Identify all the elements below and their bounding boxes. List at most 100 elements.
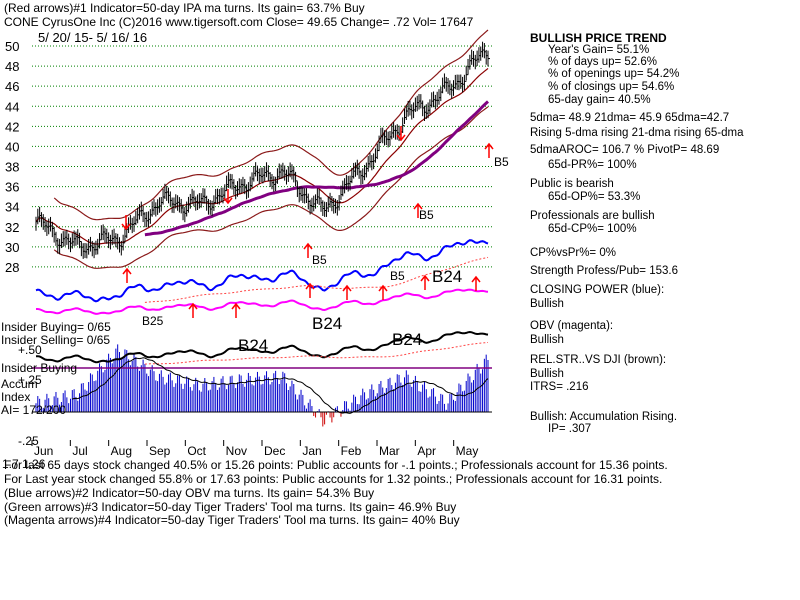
x-tick-May: May	[456, 444, 479, 458]
ma65-line	[144, 100, 489, 237]
signal-b25: B25	[142, 314, 164, 328]
x-tick-Nov: Nov	[226, 444, 247, 458]
signal-b24-obv: B24	[312, 314, 342, 333]
insider-buying-2: Insider Buying	[1, 361, 78, 375]
lower-band-line	[53, 106, 489, 269]
up-arrow	[231, 302, 241, 318]
y-tick-42: 42	[5, 119, 19, 134]
y-tick-30: 30	[5, 240, 19, 255]
signal-b24-cp: B24	[432, 267, 462, 286]
signal-b24-rel1: B24	[238, 336, 268, 355]
cp65: 65d-CP%= 100%	[548, 223, 637, 235]
index-label: Index	[1, 390, 31, 404]
y-tick-44: 44	[5, 99, 19, 114]
y-tick-40: 40	[5, 139, 19, 154]
header-line1: (Red arrows)#1 Indicator=50-day IPA ma t…	[4, 1, 365, 15]
footer-overlap: 1.7 1.26	[2, 457, 46, 471]
up-arrow	[188, 302, 198, 318]
footer-line3: (Blue arrows)#2 Indicator=50-day OBV ma …	[4, 486, 375, 500]
closing-power-ma	[144, 256, 489, 303]
x-tick-Jun: Jun	[34, 444, 53, 458]
footer-line4: (Green arrows)#3 Indicator=50-day Tiger …	[4, 500, 457, 514]
ma21-line	[35, 67, 489, 245]
y-tick-50: 50	[5, 39, 19, 54]
accum-minus25: -.25	[18, 434, 39, 448]
accum-ma-line	[72, 357, 489, 414]
openings-up: % of openings up= 54.2%	[548, 68, 680, 80]
signal-b5-mid: B5	[419, 208, 434, 222]
y-tick-38: 38	[5, 160, 19, 175]
upper-band-line	[53, 29, 489, 221]
signal-b24-rel2: B24	[392, 330, 422, 349]
pros-status: Professionals are bullish	[530, 210, 655, 222]
accum-status: Bullish: Accumulation Rising.	[530, 411, 678, 423]
signal-b5-cp: B5	[390, 269, 405, 283]
obv-label: OBV (magenta):	[530, 320, 614, 332]
itrs-value: ITRS= .216	[530, 381, 589, 393]
date-range: 5/ 20/ 15- 5/ 16/ 16	[38, 30, 148, 45]
signal-arrows	[121, 126, 494, 318]
x-tick-Jan: Jan	[302, 444, 321, 458]
accum-plus50: +.50	[18, 343, 42, 357]
up-arrow	[413, 202, 423, 218]
footer-line2: For Last year stock changed 55.8% or 17.…	[4, 472, 663, 486]
signal-b5-right: B5	[494, 155, 509, 169]
relative-strength-line	[35, 330, 489, 364]
closings-up: % of closings up= 54.6%	[548, 81, 675, 93]
rising-dma: Rising 5-dma rising 21-dma rising 65-dma	[530, 127, 744, 139]
days-up: % of days up= 52.6%	[548, 56, 658, 68]
up-arrow	[303, 242, 313, 258]
op65: 65d-OP%= 53.3%	[548, 191, 641, 203]
obv-line	[36, 288, 489, 315]
x-tick-Aug: Aug	[111, 444, 132, 458]
up-arrow	[378, 284, 388, 300]
y-axis: 28 30 32 34 36 38 40 42 44 46 48 50	[5, 39, 19, 275]
years-gain: Year's Gain= 55.1%	[548, 44, 650, 56]
price-bars	[35, 41, 490, 259]
header-line2: CONE CyrusOne Inc (C)2016 www.tigersoft.…	[4, 15, 474, 29]
y-tick-48: 48	[5, 59, 19, 74]
y-tick-36: 36	[5, 180, 19, 195]
rel-strength-value: Bullish	[530, 368, 564, 380]
closing-power-line	[35, 239, 489, 303]
x-axis: Jun Jul Aug Sep Oct Nov Dec Jan Feb Mar Apr May	[31, 440, 479, 458]
insider-selling: Insider Selling= 0/65	[1, 333, 111, 347]
up-arrow	[471, 275, 481, 291]
y-tick-46: 46	[5, 79, 19, 94]
down-arrow	[121, 215, 131, 231]
x-tick-Oct: Oct	[187, 444, 206, 458]
ai-value: AI= 172/200	[1, 403, 67, 417]
down-arrow	[396, 126, 406, 142]
gain-65: 65-day gain= 40.5%	[548, 94, 651, 106]
footer-line5: (Magenta arrows)#4 Indicator=50-day Tige…	[4, 513, 460, 527]
ip-value: IP= .307	[548, 423, 592, 435]
x-tick-Feb: Feb	[341, 444, 362, 458]
aroc-pivot: 5dmaAROC= 106.7 % PivotP= 48.69	[530, 144, 720, 156]
x-tick-Jul: Jul	[72, 444, 87, 458]
x-tick-Apr: Apr	[417, 444, 436, 458]
obv-value: Bullish	[530, 334, 564, 346]
accum-label: Accum	[1, 377, 38, 391]
y-tick-32: 32	[5, 220, 19, 235]
up-arrow	[305, 282, 315, 298]
x-tick-Mar: Mar	[379, 444, 400, 458]
up-arrow	[342, 284, 352, 300]
down-arrow	[223, 189, 233, 205]
up-arrow	[484, 142, 494, 158]
strength-ratio: Strength Profess/Pub= 153.6	[530, 265, 679, 277]
signal-b5-low: B5	[312, 253, 327, 267]
closing-power-value: Bullish	[530, 298, 564, 310]
trend-title: BULLISH PRICE TREND	[530, 31, 667, 45]
footer-line1: For last 65 days stock changed 40.5% or …	[4, 458, 668, 472]
closing-power-label: CLOSING POWER (blue):	[530, 284, 665, 296]
insider-buying: Insider Buying= 0/65	[1, 320, 111, 334]
relative-strength-ma	[144, 342, 489, 365]
pr65: 65d-PR%= 100%	[548, 159, 637, 171]
up-arrow	[122, 267, 132, 283]
y-tick-34: 34	[5, 200, 19, 215]
accum-plus25: +.25	[18, 373, 42, 387]
dma-values: 5dma= 48.9 21dma= 45.9 65dma=42.7	[530, 112, 730, 124]
accumulation-histogram	[35, 344, 489, 427]
x-tick-Sep: Sep	[149, 444, 171, 458]
